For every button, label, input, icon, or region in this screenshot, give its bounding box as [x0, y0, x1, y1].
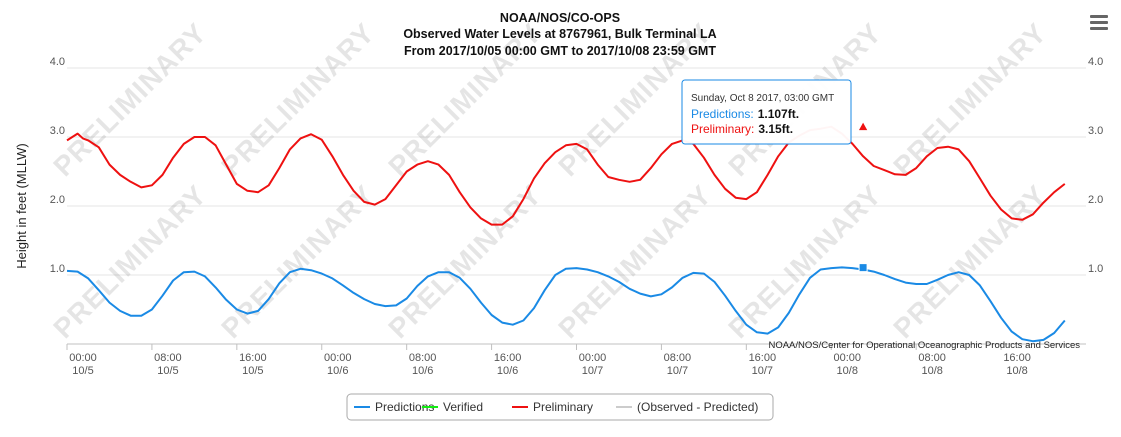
legend-label: Preliminary: [533, 400, 593, 414]
y-tick-label-left: 4.0: [50, 56, 65, 68]
x-tick-date: 10/6: [497, 365, 518, 377]
y-tick-label-left: 1.0: [50, 263, 65, 275]
x-tick-time: 00:00: [324, 352, 352, 364]
legend-item-predictions[interactable]: Predictions: [354, 400, 434, 414]
series-line-predictions[interactable]: [66, 266, 1066, 343]
watermark-layer: PRELIMINARY PRELIMINARY PRELIMINARY PRELIMI…: [47, 17, 1052, 344]
x-tick-date: 10/8: [837, 365, 858, 377]
x-tick-date: 10/5: [157, 365, 178, 377]
x-tick-time: 16:00: [494, 352, 522, 364]
x-tick-date: 10/7: [667, 365, 688, 377]
x-tick-time: 16:00: [1003, 352, 1031, 364]
x-tick-time: 08:00: [664, 352, 692, 364]
y-tick-label-right: 3.0: [1088, 125, 1103, 137]
menu-bar: [1090, 27, 1108, 30]
x-tick-date: 10/6: [327, 365, 348, 377]
legend-item-preliminary[interactable]: Preliminary: [512, 400, 593, 414]
legend-label: Verified: [443, 400, 483, 414]
x-tick-date: 10/8: [1006, 365, 1027, 377]
x-axis: 00:0010/508:0010/516:0010/500:0010/608:0…: [66, 343, 1086, 377]
hamburger-menu-icon[interactable]: [1088, 12, 1110, 32]
chart-title-line1: NOAA/NOS/CO-OPS: [500, 11, 620, 25]
watermark-text: PRELIMINARY: [382, 179, 547, 344]
tooltip-predictions: Predictions: 1.107ft.: [691, 107, 799, 121]
legend-item-observed-predicted[interactable]: (Observed - Predicted): [616, 400, 758, 414]
chart-title-line2: Observed Water Levels at 8767961, Bulk T…: [403, 27, 716, 41]
legend-item-verified[interactable]: Verified: [422, 400, 483, 414]
menu-bar: [1090, 15, 1108, 18]
tooltip: Sunday, Oct 8 2017, 03:00 GMT Prediction…: [681, 79, 852, 145]
watermark-text: PRELIMINARY: [215, 17, 380, 182]
y-axis-right: 1.0 2.0 3.0 4.0: [1088, 56, 1103, 275]
legend-items: Predictions Verified Preliminary (Observed …: [354, 400, 758, 414]
chart-title-line3: From 2017/10/05 00:00 GMT to 2017/10/08 …: [404, 44, 716, 58]
series-layer: [66, 125, 1066, 343]
x-tick-time: 00:00: [833, 352, 861, 364]
x-tick-time: 08:00: [154, 352, 182, 364]
y-tick-label-left: 3.0: [50, 125, 65, 137]
watermark-text: PRELIMINARY: [47, 17, 212, 182]
menu-bar: [1090, 21, 1108, 24]
x-tick-date: 10/8: [921, 365, 942, 377]
chart-credit: NOAA/NOS/Center for Operational Oceanogr…: [768, 340, 1080, 351]
tooltip-pred-value: 1.107ft.: [758, 107, 799, 121]
watermark-text: PRELIMINARY: [47, 179, 212, 344]
hover-markers: [857, 120, 869, 273]
x-tick-date: 10/5: [72, 365, 93, 377]
x-tick-time: 16:00: [749, 352, 777, 364]
y-axis-left: 1.0 2.0 3.0 4.0: [50, 56, 65, 275]
x-tick-time: 16:00: [239, 352, 267, 364]
watermark-text: PRELIMINARY: [887, 17, 1052, 182]
watermark-text: PRELIMINARY: [887, 179, 1052, 344]
y-tick-label-right: 4.0: [1088, 56, 1103, 68]
x-tick-date: 10/5: [242, 365, 263, 377]
watermark-text: PRELIMINARY: [722, 179, 887, 344]
tooltip-prelim-label: Preliminary:: [691, 122, 754, 136]
y-tick-label-right: 2.0: [1088, 194, 1103, 206]
tooltip-date: Sunday, Oct 8 2017, 03:00 GMT: [691, 93, 834, 104]
tooltip-preliminary: Preliminary: 3.15ft.: [691, 122, 793, 136]
x-tick-time: 08:00: [409, 352, 437, 364]
x-tick-date: 10/6: [412, 365, 433, 377]
x-tick-time: 00:00: [579, 352, 607, 364]
x-tick-date: 10/7: [752, 365, 773, 377]
predictions-hover-marker: [858, 263, 868, 273]
y-tick-label-right: 1.0: [1088, 263, 1103, 275]
watermark-text: PRELIMINARY: [552, 179, 717, 344]
y-axis-title: Height in feet (MLLW): [14, 143, 29, 268]
preliminary-hover-marker: [857, 120, 869, 132]
legend: Predictions Verified Preliminary (Observed …: [346, 393, 774, 421]
tooltip-prelim-value: 3.15ft.: [758, 122, 793, 136]
x-tick-time: 08:00: [918, 352, 946, 364]
legend-box: [346, 393, 774, 421]
y-tick-label-left: 2.0: [50, 194, 65, 206]
legend-label: Predictions: [375, 400, 434, 414]
watermark-text: PRELIMINARY: [382, 17, 547, 182]
tooltip-box: [681, 79, 852, 145]
x-tick-time: 00:00: [69, 352, 97, 364]
x-tick-date: 10/7: [582, 365, 603, 377]
grid-lines: [67, 67, 1086, 276]
tooltip-pred-label: Predictions:: [691, 107, 754, 121]
watermark-text: PRELIMINARY: [215, 179, 380, 344]
series-line-preliminary[interactable]: [66, 125, 1066, 226]
legend-label: (Observed - Predicted): [637, 400, 758, 414]
